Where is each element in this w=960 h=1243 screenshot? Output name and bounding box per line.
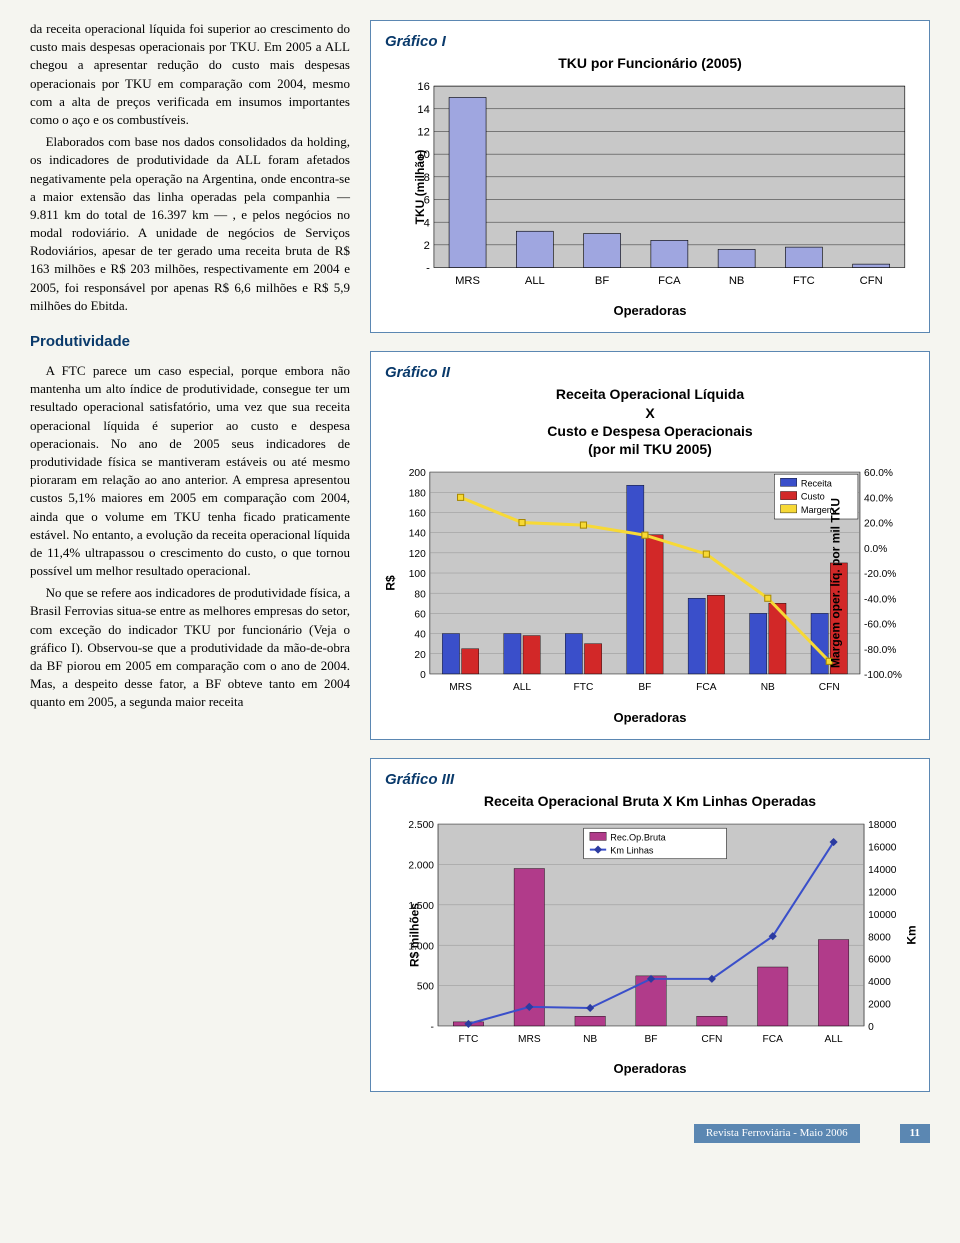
svg-text:20: 20 [414,650,426,661]
svg-text:NB: NB [729,275,745,287]
x-axis-caption: Operadoras [385,1060,915,1078]
chart-label: Gráfico II [385,362,915,383]
svg-text:16: 16 [417,81,429,93]
svg-text:20.0%: 20.0% [864,519,893,530]
svg-text:-40.0%: -40.0% [864,594,896,605]
svg-text:40: 40 [414,630,426,641]
paragraph: da receita operacional líquida foi super… [30,20,350,129]
chart-1-svg: 246810121416-MRSALLBFFCANBFTCCFN [385,80,915,294]
svg-text:2000: 2000 [868,1000,891,1011]
svg-text:Km Linhas: Km Linhas [610,846,654,856]
svg-text:200: 200 [409,468,426,479]
chart-title: TKU por Funcionário (2005) [385,54,915,72]
svg-text:NB: NB [583,1034,597,1045]
svg-text:10000: 10000 [868,910,897,921]
chart-3-svg: -5001.0001.5002.0002.5000200040006000800… [385,818,915,1052]
svg-text:-60.0%: -60.0% [864,620,896,631]
svg-text:CFN: CFN [860,275,883,287]
paragraph: No que se refere aos indicadores de prod… [30,584,350,711]
svg-text:FCA: FCA [658,275,681,287]
svg-text:CFN: CFN [701,1034,722,1045]
svg-text:4000: 4000 [868,977,891,988]
svg-text:40.0%: 40.0% [864,494,893,505]
title-line: X [645,405,654,421]
svg-text:16000: 16000 [868,843,897,854]
y2-axis-label: Km [903,925,920,944]
svg-text:12: 12 [417,127,429,139]
svg-text:500: 500 [417,982,434,993]
svg-text:180: 180 [409,489,426,500]
svg-text:FCA: FCA [763,1034,784,1045]
svg-text:120: 120 [409,549,426,560]
svg-text:2.000: 2.000 [408,861,434,872]
svg-text:6000: 6000 [868,955,891,966]
page-footer: Revista Ferroviária - Maio 2006 11 [30,1124,930,1143]
y2-axis-label: Margem oper. líq. por mil TKU [828,498,845,668]
footer-source: Revista Ferroviária - Maio 2006 [694,1124,860,1143]
chart-label: Gráfico III [385,769,915,790]
chart-label: Gráfico I [385,31,915,52]
svg-text:FTC: FTC [574,682,594,693]
svg-text:FTC: FTC [793,275,815,287]
svg-text:BF: BF [645,1034,658,1045]
svg-text:BF: BF [595,275,609,287]
svg-text:-100.0%: -100.0% [864,670,902,681]
svg-text:2.500: 2.500 [408,820,434,831]
svg-text:18000: 18000 [868,820,897,831]
svg-text:0: 0 [420,670,426,681]
footer-page: 11 [900,1124,930,1143]
svg-text:Rec.Op.Bruta: Rec.Op.Bruta [610,832,666,842]
svg-text:0.0%: 0.0% [864,544,887,555]
chart-title: Receita Operacional Bruta X Km Linhas Op… [385,792,915,810]
svg-text:160: 160 [409,509,426,520]
svg-text:60.0%: 60.0% [864,468,893,479]
x-axis-caption: Operadoras [385,709,915,727]
svg-text:-: - [426,263,430,275]
chart-title: Receita Operacional Líquida X Custo e De… [385,385,915,458]
svg-text:BF: BF [638,682,651,693]
svg-text:MRS: MRS [449,682,472,693]
paragraph: Elaborados com base nos dados consolidad… [30,133,350,315]
svg-text:FTC: FTC [459,1034,479,1045]
svg-text:ALL: ALL [525,275,545,287]
svg-text:100: 100 [409,569,426,580]
svg-text:60: 60 [414,610,426,621]
svg-text:FCA: FCA [696,682,717,693]
chart-2-box: Gráfico II Receita Operacional Líquida X… [370,351,930,739]
y-axis-label: R$ [382,576,399,591]
svg-text:14: 14 [417,104,429,116]
svg-text:80: 80 [414,589,426,600]
svg-text:14000: 14000 [868,865,897,876]
svg-text:-: - [431,1022,434,1033]
section-heading: Produtividade [30,331,350,352]
svg-text:CFN: CFN [819,682,840,693]
svg-text:-20.0%: -20.0% [864,569,896,580]
svg-text:NB: NB [761,682,775,693]
paragraph: A FTC parece um caso especial, porque em… [30,362,350,580]
body-text-col: da receita operacional líquida foi super… [30,20,350,712]
svg-text:0: 0 [868,1022,874,1033]
svg-text:ALL: ALL [513,682,531,693]
svg-text:140: 140 [409,529,426,540]
svg-text:MRS: MRS [518,1034,541,1045]
chart-3-box: Gráfico III Receita Operacional Bruta X … [370,758,930,1092]
title-line: (por mil TKU 2005) [588,441,712,457]
title-line: Custo e Despesa Operacionais [547,423,752,439]
y-axis-label: R$ milhões [407,903,424,967]
svg-text:ALL: ALL [825,1034,843,1045]
y-axis-label: TKU (milhão) [412,150,429,225]
title-line: Receita Operacional Líquida [556,386,744,402]
chart-1-box: Gráfico I TKU por Funcionário (2005) TKU… [370,20,930,333]
svg-text:-80.0%: -80.0% [864,645,896,656]
x-axis-caption: Operadoras [385,302,915,320]
svg-text:8000: 8000 [868,932,891,943]
svg-text:Receita: Receita [801,479,833,489]
svg-text:12000: 12000 [868,887,897,898]
svg-text:MRS: MRS [455,275,480,287]
svg-text:Custo: Custo [801,492,825,502]
svg-text:2: 2 [424,240,430,252]
